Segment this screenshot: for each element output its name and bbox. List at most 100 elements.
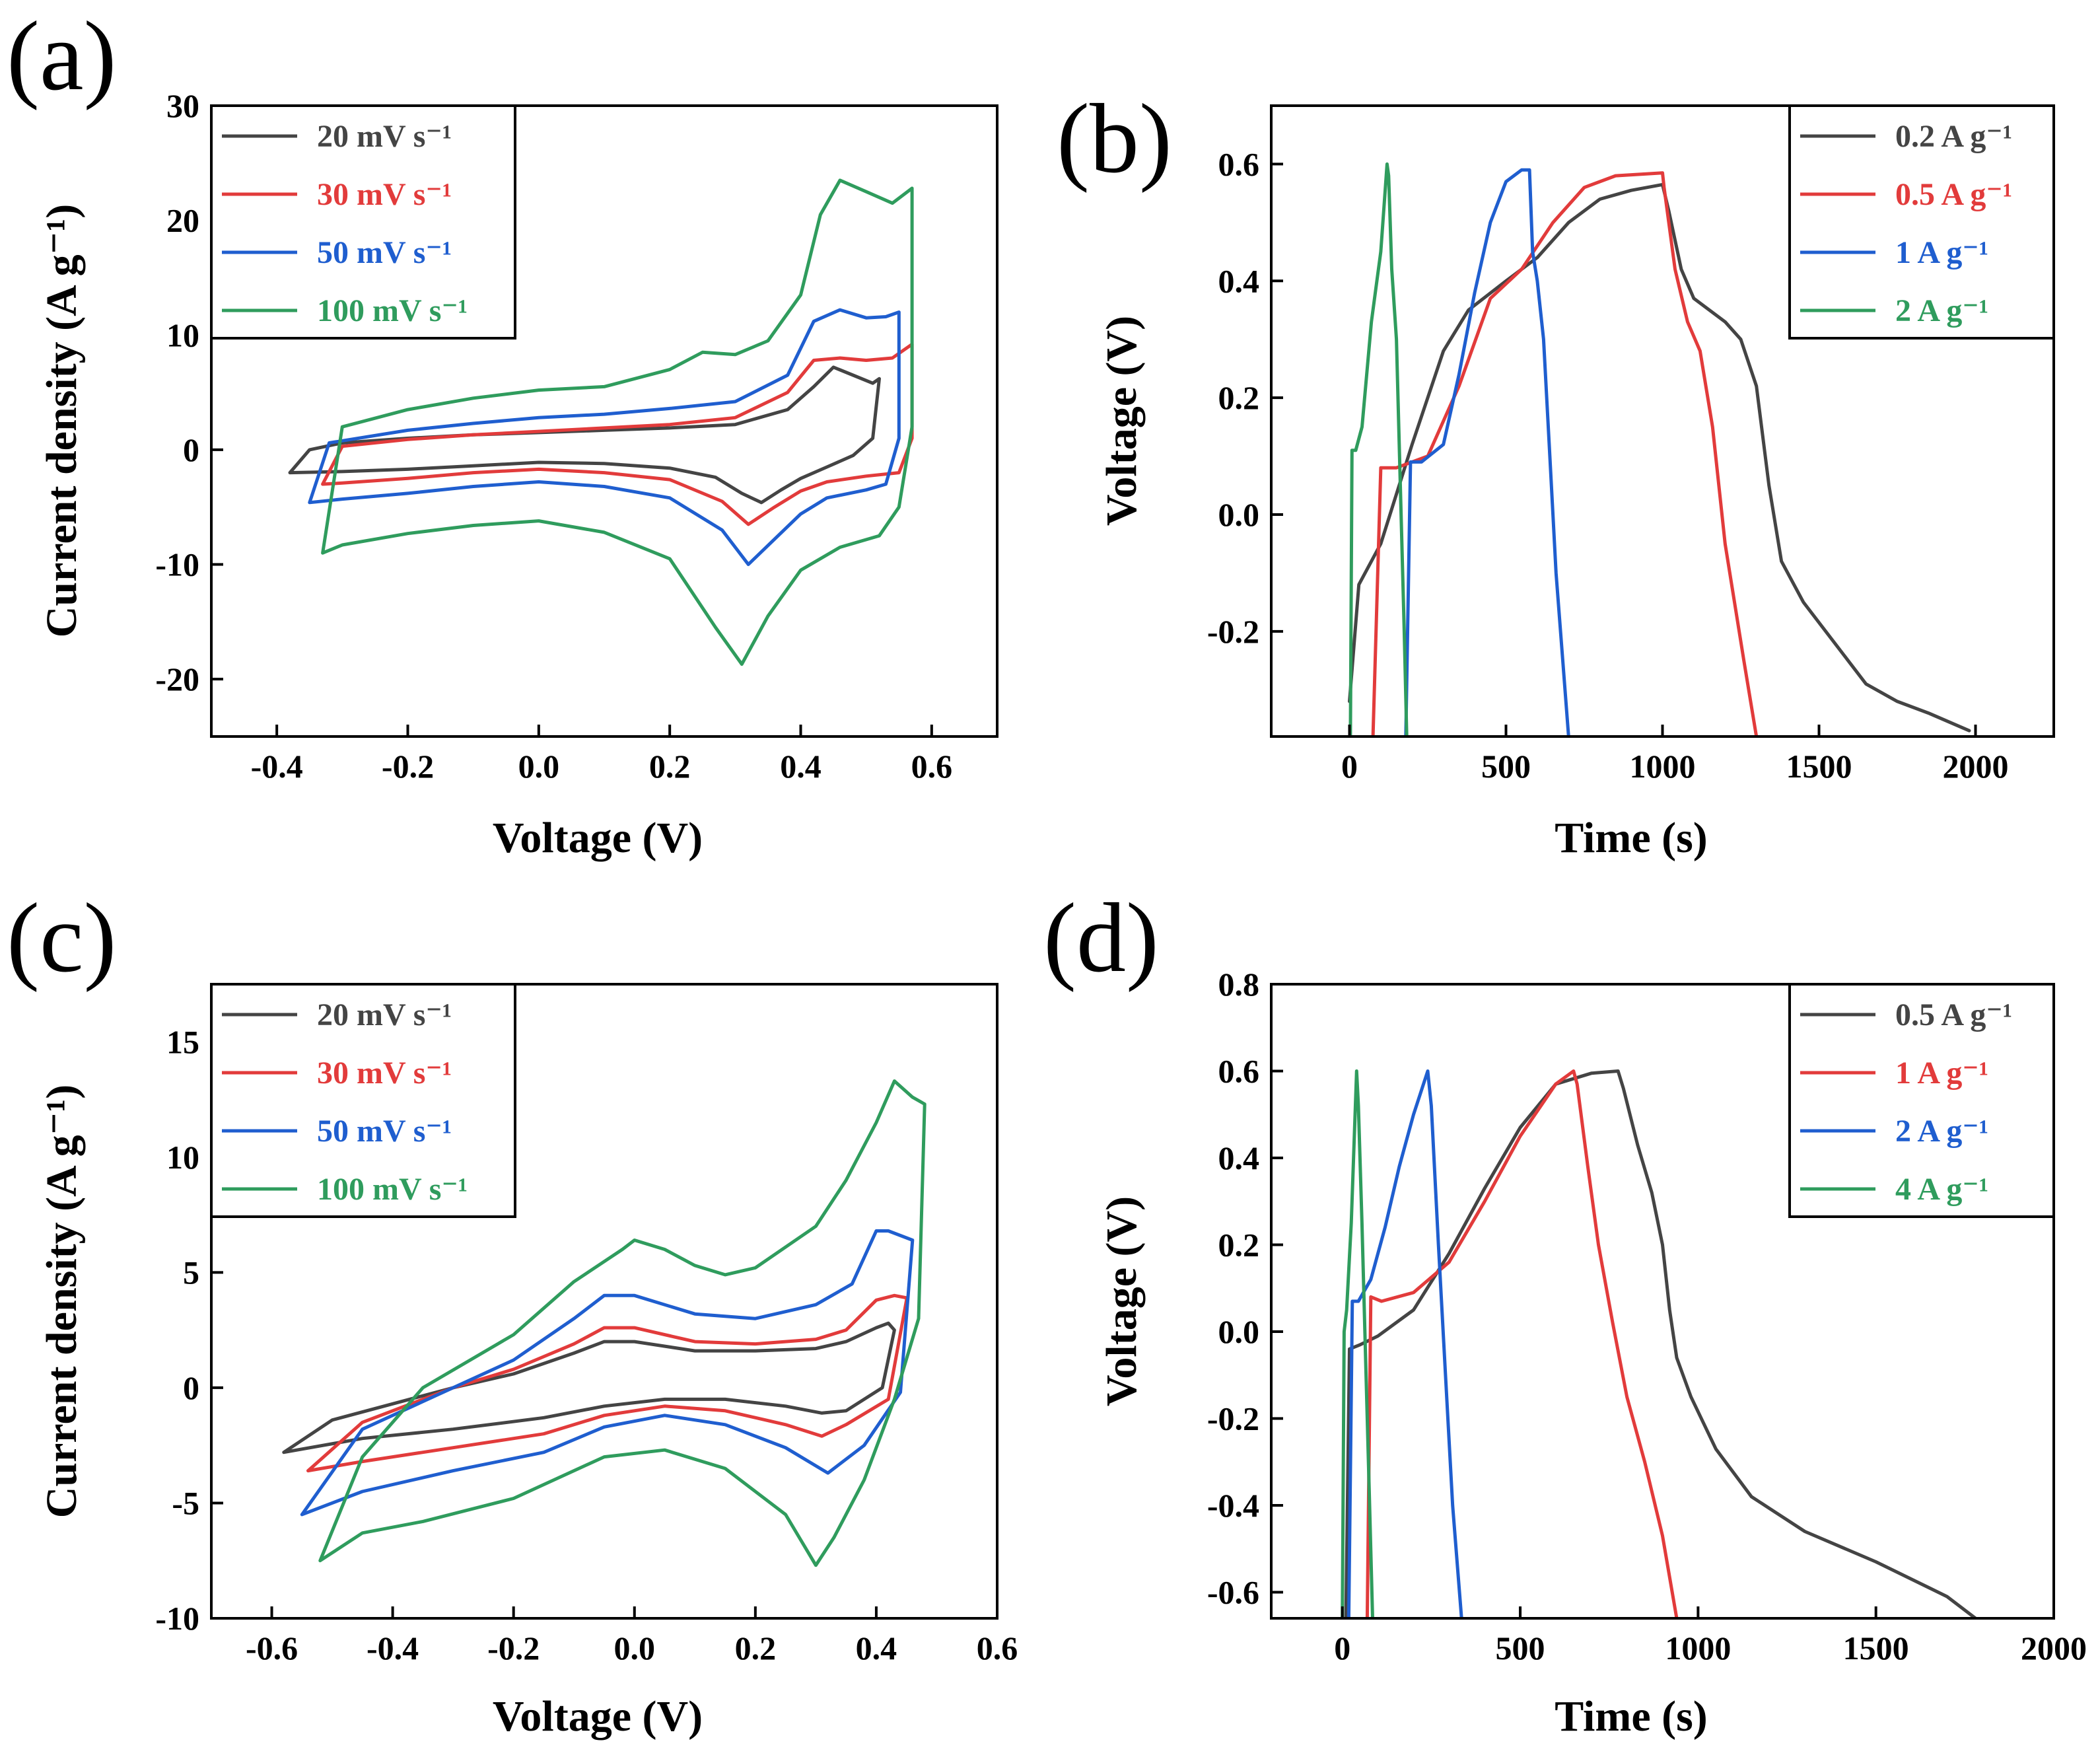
plot-frame [210, 104, 998, 738]
x-tick-label: 0.6 [911, 748, 953, 785]
plot-frame [1270, 983, 2055, 1620]
y-tick-label: -10 [155, 1600, 199, 1637]
series-line-2 [321, 342, 914, 526]
panel-b: 0 500 1000 1500 2000 -0.2 0.0 0.2 0.4 0.6 Time (s)… [1057, 84, 2055, 862]
y-tick-label: -10 [155, 546, 199, 583]
x-tick-label: 0.2 [735, 1630, 777, 1667]
y-tick-label: 0.4 [1218, 262, 1260, 299]
legend-label-1: 20 mV s⁻¹ [317, 119, 452, 154]
x-tick-label: -0.4 [367, 1630, 419, 1667]
x-tick-label: 500 [1496, 1630, 1545, 1667]
series-line-1 [282, 1321, 896, 1454]
panel-a: -0.4 -0.2 0.0 0.2 0.4 0.6 -20 -10 0 10 20 30 Voltage… [7, 1, 998, 862]
y-tick-label: 0.2 [1218, 379, 1260, 416]
series-line-1 [1348, 182, 1971, 733]
x-tick-label: 1000 [1630, 748, 1696, 785]
y-axis-label: Voltage (V) [1098, 316, 1146, 526]
x-tick-label: 0.2 [649, 748, 691, 785]
y-tick-label: 20 [166, 202, 199, 239]
legend-label-3: 1 A g⁻¹ [1895, 235, 1988, 270]
y-tick-label: -0.2 [1207, 613, 1259, 650]
y-tick-label: 0.0 [1218, 496, 1260, 533]
y-tick-label: 0.2 [1218, 1227, 1260, 1264]
y-tick-label: 0.4 [1218, 1139, 1260, 1176]
series-line-3 [1404, 168, 1570, 736]
x-tick-label: -0.2 [487, 1630, 540, 1667]
legend-label-2: 30 mV s⁻¹ [317, 1056, 452, 1091]
legend-label-4: 2 A g⁻¹ [1895, 293, 1988, 328]
legend-label-2: 1 A g⁻¹ [1895, 1056, 1988, 1091]
y-tick-label: 0.6 [1218, 145, 1260, 182]
legend-box [210, 104, 516, 340]
series-line-3 [1347, 1069, 1463, 1618]
y-tick-label: -0.4 [1207, 1487, 1259, 1524]
y-tick-label: 0 [183, 1369, 199, 1406]
panel-label: (a) [7, 1, 116, 111]
legend: 20 mV s⁻¹ 30 mV s⁻¹ 50 mV s⁻¹ 100 mV s⁻¹ [210, 983, 516, 1218]
series-group [1348, 162, 1971, 736]
x-tick-label: 500 [1481, 748, 1531, 785]
y-tick-label: 10 [166, 316, 199, 353]
x-axis-label: Time (s) [1555, 1692, 1708, 1741]
y-tick-label: 10 [166, 1139, 199, 1176]
legend-label-4: 4 A g⁻¹ [1895, 1172, 1988, 1207]
y-axis-label: Current density (A g⁻¹) [38, 204, 86, 638]
legend: 20 mV s⁻¹ 30 mV s⁻¹ 50 mV s⁻¹ 100 mV s⁻¹ [210, 104, 516, 340]
series-line-2 [1365, 1069, 1679, 1618]
panel-d: 0 500 1000 1500 2000 -0.6 -0.4 -0.2 0.0 0.2 0.4 0.6… [1043, 883, 2087, 1741]
legend: 0.2 A g⁻¹ 0.5 A g⁻¹ 1 A g⁻¹ 2 A g⁻¹ [1788, 104, 2055, 340]
legend-label-4: 100 mV s⁻¹ [317, 293, 468, 328]
y-tick-label: 0.8 [1218, 966, 1260, 1003]
x-tick-label: 1500 [1843, 1630, 1909, 1667]
y-tick-label: 0 [183, 431, 199, 468]
x-tick-label: 0.0 [614, 1630, 656, 1667]
x-axis-label: Time (s) [1555, 814, 1708, 862]
x-axis-label: Voltage (V) [493, 1692, 703, 1741]
plot-frame [210, 983, 998, 1620]
x-tick-label: 2000 [1943, 748, 2009, 785]
panel-label: (b) [1057, 84, 1172, 194]
x-tick-label: -0.4 [251, 748, 303, 785]
y-tick-label: 30 [166, 87, 199, 124]
series-line-4 [1348, 162, 1409, 736]
y-tick-label: 0.0 [1218, 1313, 1260, 1350]
series-line-2 [306, 1293, 909, 1473]
legend-label-4: 100 mV s⁻¹ [317, 1172, 468, 1207]
series-group [288, 178, 914, 666]
series-line-4 [318, 1079, 927, 1567]
x-tick-label: 0 [1334, 1630, 1350, 1667]
y-tick-label: -20 [155, 661, 199, 698]
legend-label-3: 50 mV s⁻¹ [317, 1114, 452, 1149]
legend: 0.5 A g⁻¹ 1 A g⁻¹ 2 A g⁻¹ 4 A g⁻¹ [1788, 983, 2055, 1218]
series-group [282, 1079, 927, 1567]
series-line-3 [300, 1229, 915, 1517]
x-tick-label: 0.0 [518, 748, 560, 785]
legend-label-3: 2 A g⁻¹ [1895, 1114, 1988, 1149]
series-line-4 [321, 178, 914, 666]
x-axis-label: Voltage (V) [493, 814, 703, 862]
y-tick-label: 5 [183, 1254, 199, 1291]
series-line-3 [308, 308, 901, 566]
x-tick-label: -0.2 [382, 748, 434, 785]
x-tick-label: 1000 [1665, 1630, 1731, 1667]
x-tick-label: 2000 [2021, 1630, 2087, 1667]
panel-label: (c) [7, 883, 116, 993]
series-line-1 [1344, 1069, 1977, 1618]
legend-box [1788, 983, 2055, 1218]
x-tick-label: 0.6 [977, 1630, 1018, 1667]
legend-box [1788, 104, 2055, 340]
legend-label-1: 0.5 A g⁻¹ [1895, 997, 2012, 1032]
y-tick-label: -0.2 [1207, 1400, 1259, 1437]
y-tick-label: -0.6 [1207, 1574, 1259, 1611]
x-tick-label: -0.6 [246, 1630, 298, 1667]
y-axis-label: Current density (A g⁻¹) [38, 1085, 86, 1519]
legend-label-1: 0.2 A g⁻¹ [1895, 119, 2012, 154]
panel-label: (d) [1043, 883, 1159, 993]
x-tick-label: 1500 [1786, 748, 1852, 785]
panel-c: -0.6 -0.4 -0.2 0.0 0.2 0.4 0.6 -10 -5 0 5 10 15 Volta… [7, 883, 1018, 1741]
legend-box [210, 983, 516, 1218]
legend-label-2: 30 mV s⁻¹ [317, 177, 452, 212]
x-tick-label: 0.4 [780, 748, 822, 785]
legend-label-1: 20 mV s⁻¹ [317, 997, 452, 1032]
